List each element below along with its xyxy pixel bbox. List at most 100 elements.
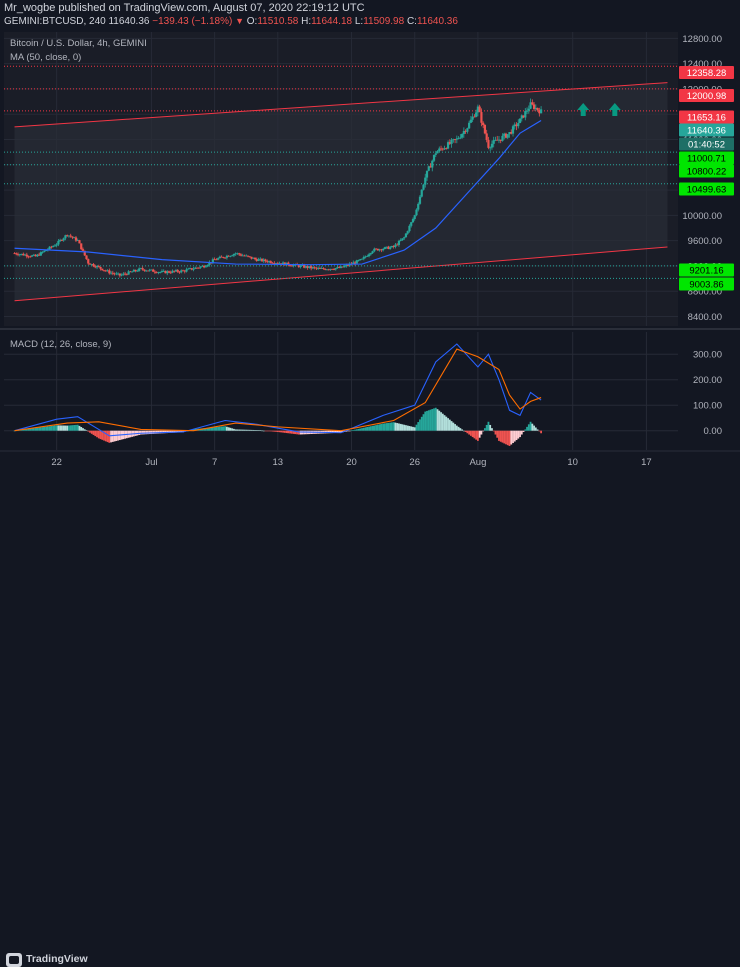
candle-body [208,262,211,265]
macd-histogram-bar [519,430,521,438]
candle-body [504,133,508,138]
macd-histogram-bar [34,428,37,431]
macd-histogram-bar [157,430,160,434]
candle-body [413,215,416,220]
macd-histogram-bar [108,430,111,443]
candle-body [332,269,336,271]
candle-body [134,269,137,271]
candle-body [517,123,520,127]
candle-body [78,240,81,244]
candle-body [422,184,425,190]
macd-histogram-bar [261,430,263,432]
candle-body [283,262,286,266]
macd-histogram-bar [340,430,342,433]
macd-histogram-bar [376,424,379,431]
macd-histogram-bar [399,423,402,431]
macd-histogram-bar [524,429,527,431]
macd-histogram-bar [354,429,356,431]
candle-body [411,219,415,223]
candle-body [169,272,172,274]
macd-histogram-bar [478,430,481,438]
candle-body [18,254,21,256]
candle-body [436,151,439,154]
candle-body [506,134,509,138]
candle-body [13,253,16,255]
macd-histogram-bar [364,427,367,431]
macd-histogram-bar [94,430,97,437]
candle-body [525,110,529,112]
macd-histogram-bar [450,421,453,431]
candle-body [401,238,404,241]
macd-histogram-bar [46,426,49,431]
candle-body [80,243,83,250]
macd-histogram-bar [290,430,293,434]
candle-body [152,269,155,272]
macd-axis[interactable]: 300.00 200.00 100.00 0.00 [693,350,722,438]
candle-body [438,148,441,152]
candle-body [141,268,144,270]
macd-pane-title[interactable]: MACD (12, 26, close, 9) [10,339,112,350]
macd-histogram-bar [505,430,507,445]
candle-body [310,266,313,269]
symbol-label[interactable]: GEMINI:BTCUSD, 240 [4,16,106,27]
macd-histogram-bar [426,410,428,431]
macd-tick-label: 200.00 [693,375,722,386]
candle-body [227,255,230,257]
macd-histogram-bar [241,429,244,431]
price-tag-bg [679,151,734,165]
candle-body [22,253,25,256]
candle-body [503,133,506,136]
macd-histogram-bar [292,430,295,434]
candle-body [324,268,327,270]
candle-body [288,265,292,266]
candle-body [176,270,179,272]
macd-histogram-bar [50,426,53,431]
candle-body [522,115,525,118]
macd-histogram-bar [38,427,41,431]
macd-histogram-bar [275,430,277,432]
publisher-info: Mr_wogbe published on TradingView.com, A… [4,2,365,14]
macd-histogram-bar [29,428,32,431]
macd-histogram-bar [452,422,455,431]
candle-body [390,246,394,248]
brand-label[interactable]: TradingView [26,953,88,965]
macd-histogram-bar [104,430,107,442]
candle-body [290,265,293,267]
candle-body [417,203,420,210]
macd-tick-label: 300.00 [693,350,722,361]
price-chart[interactable]: 12800.0012400.0012000.0011600.0011200.00… [0,0,740,474]
ma50-line [14,120,542,266]
candle-body [313,267,316,269]
macd-histogram-bar [66,425,69,431]
candle-body [146,270,150,272]
macd-histogram-bar [443,415,446,431]
macd-histogram-bar [289,430,291,434]
candle-body [536,107,539,111]
candle-body [120,274,123,276]
candle-body [396,244,399,246]
macd-histogram-bar [522,430,525,432]
macd-histogram-bar [494,430,497,435]
time-axis[interactable]: 22 Jul 7 13 20 26 Aug 10 17 [51,457,651,468]
macd-histogram-bar [529,421,532,431]
candle-body [85,255,88,260]
candle-body [360,258,364,260]
macd-histogram-bar [389,422,392,431]
candle-body [131,271,134,273]
candle-body [180,270,183,273]
candle-body [394,244,397,247]
macd-histogram-bar [168,430,170,433]
candle-body [190,268,193,270]
candle-body [241,255,244,257]
macd-histogram-bar [257,430,260,431]
macd-histogram-bar [166,430,169,434]
price-tag-label: 11653.16 [687,113,726,124]
macd-series [13,343,542,446]
candle-body [62,238,65,241]
macd-histogram-bar [464,430,467,432]
ma-indicator-label[interactable]: MA (50, close, 0) [10,52,82,63]
price-tag-bg [679,89,734,102]
candle-body [255,259,258,261]
price-tag-label: 9201.16 [689,266,723,277]
candle-body [60,239,64,241]
